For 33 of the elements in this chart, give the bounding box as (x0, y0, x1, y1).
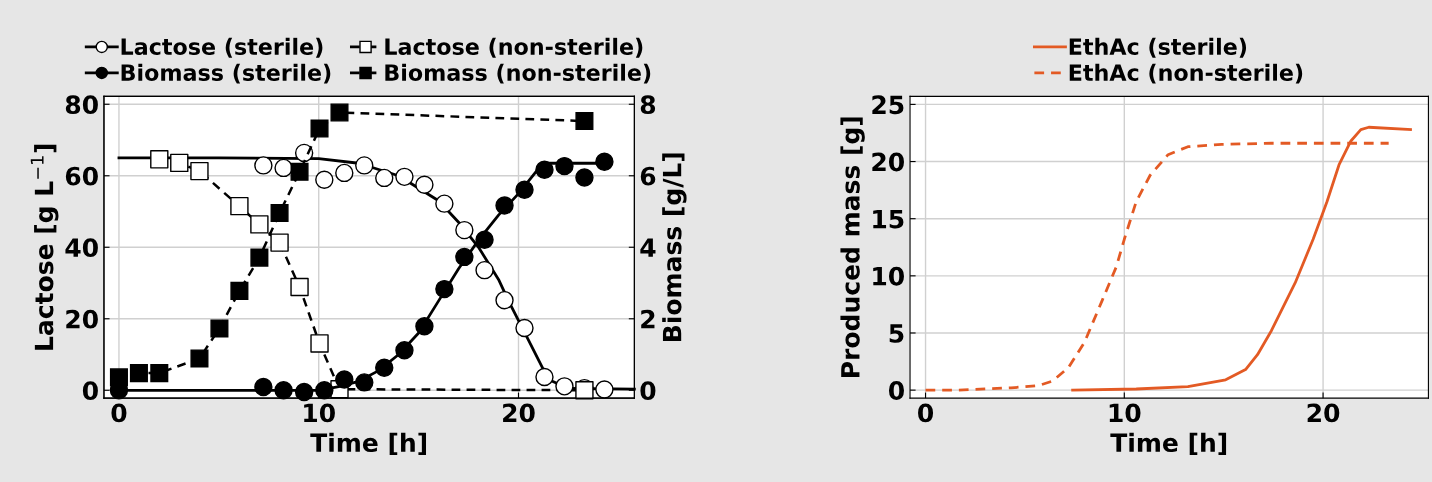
legend-label: Lactose (sterile) (121, 37, 323, 58)
y-tick-label: 5 (889, 324, 904, 343)
x-tick-label: 10 (304, 403, 335, 423)
y-tick-label: 60 (65, 166, 98, 186)
y2-tick-label: 0 (640, 381, 656, 401)
legend-label: EthAc (sterile) (1069, 37, 1247, 58)
x-axis-title: Time [h] (1110, 432, 1227, 456)
y-tick-label: 20 (66, 309, 98, 329)
y2-tick-label: 8 (640, 95, 656, 115)
legend-label: Biomass (non-sterile) (385, 63, 651, 84)
y-tick-label: 40 (65, 238, 98, 258)
x-tick-label: 20 (503, 403, 535, 423)
legend-label: EthAc (non-sterile) (1069, 63, 1303, 84)
y-tick-label: 0 (888, 381, 904, 400)
legend-label: Lactose (non-sterile) (385, 37, 643, 58)
y-axis-title: Lactose [g L$^{−1}$] (30, 144, 59, 350)
x-tick-label: 0 (111, 403, 127, 423)
y-tick-label: 80 (65, 95, 98, 115)
y2-tick-label: 2 (641, 309, 655, 329)
y-tick-label: 20 (872, 152, 904, 172)
y-tick-label: 10 (873, 266, 904, 286)
y-tick-label: 25 (872, 95, 904, 115)
x-tick-label: 20 (1307, 403, 1340, 423)
y-tick-label: 15 (873, 209, 904, 229)
y2-tick-label: 4 (640, 238, 656, 257)
y-axis-title: Produced mass [g] (840, 117, 865, 377)
x-axis-title: Time [h] (310, 432, 427, 456)
x-tick-label: 0 (918, 403, 934, 423)
legend-label: Biomass (sterile) (121, 63, 331, 84)
y2-tick-label: 6 (640, 166, 656, 186)
y2-axis-title: Biomass [g/L] (662, 153, 687, 341)
x-tick-label: 10 (1109, 403, 1141, 423)
y-tick-label: 0 (82, 381, 98, 401)
